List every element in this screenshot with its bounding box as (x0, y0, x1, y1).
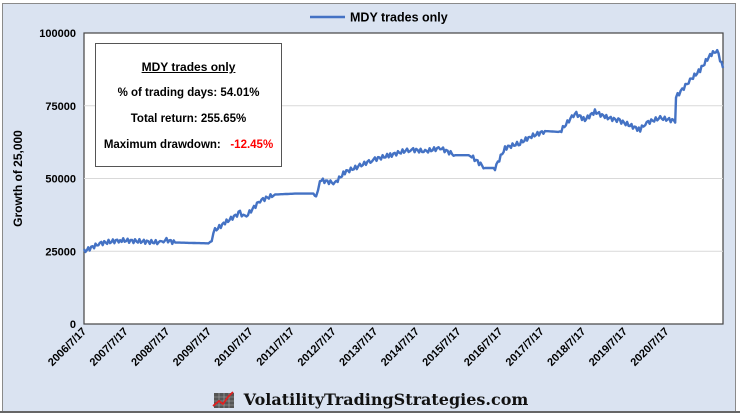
bottom-border (0, 411, 740, 413)
chart-logo-icon (212, 391, 234, 408)
stats-max-drawdown: Maximum drawdown: -12.45% (96, 139, 281, 151)
x-tick-label: 2009/7/17 (171, 326, 214, 369)
y-tick-label: 100000 (39, 28, 76, 40)
stats-total-return: Total return: 255.65% (130, 113, 247, 125)
x-tick-label: 2011/7/17 (254, 326, 297, 369)
x-tick-label: 2006/7/17 (46, 326, 89, 369)
x-tick-label: 2015/7/17 (420, 326, 463, 369)
site-name: VolatilityTradingStrategies.com (243, 389, 529, 409)
y-tick-label: 25000 (45, 246, 76, 258)
stats-title: MDY trades only (141, 60, 236, 74)
x-tick-label: 2014/7/17 (379, 326, 422, 369)
max-drawdown-label: Maximum drawdown: (103, 139, 221, 151)
x-tick-label: 2018/7/17 (545, 326, 588, 369)
x-tick-label: 2008/7/17 (129, 326, 172, 369)
legend-label: MDY trades only (350, 11, 448, 25)
stats-pct-trading-days: % of trading days: 54.01% (117, 87, 260, 99)
x-tick-label: 2016/7/17 (462, 326, 505, 369)
x-tick-label: 2012/7/17 (296, 326, 339, 369)
max-drawdown-value: -12.45% (230, 139, 274, 151)
y-tick-label: 75000 (45, 101, 76, 113)
y-axis-label: Growth of 25,000 (11, 130, 25, 227)
x-tick-label: 2013/7/17 (337, 326, 380, 369)
series-line-mdy (82, 48, 725, 254)
x-tick-label: 2007/7/17 (88, 326, 131, 369)
x-tick-label: 2010/7/17 (212, 326, 255, 369)
y-tick-label: 50000 (45, 174, 76, 186)
x-tick-label: 2020/7/17 (628, 326, 671, 369)
x-tick-label: 2019/7/17 (587, 326, 630, 369)
stats-box: MDY trades only % of trading days: 54.01… (95, 43, 282, 167)
y-tick-label: 0 (70, 319, 76, 331)
x-tick-label: 2017/7/17 (504, 326, 547, 369)
footer: VolatilityTradingStrategies.com (0, 386, 740, 412)
